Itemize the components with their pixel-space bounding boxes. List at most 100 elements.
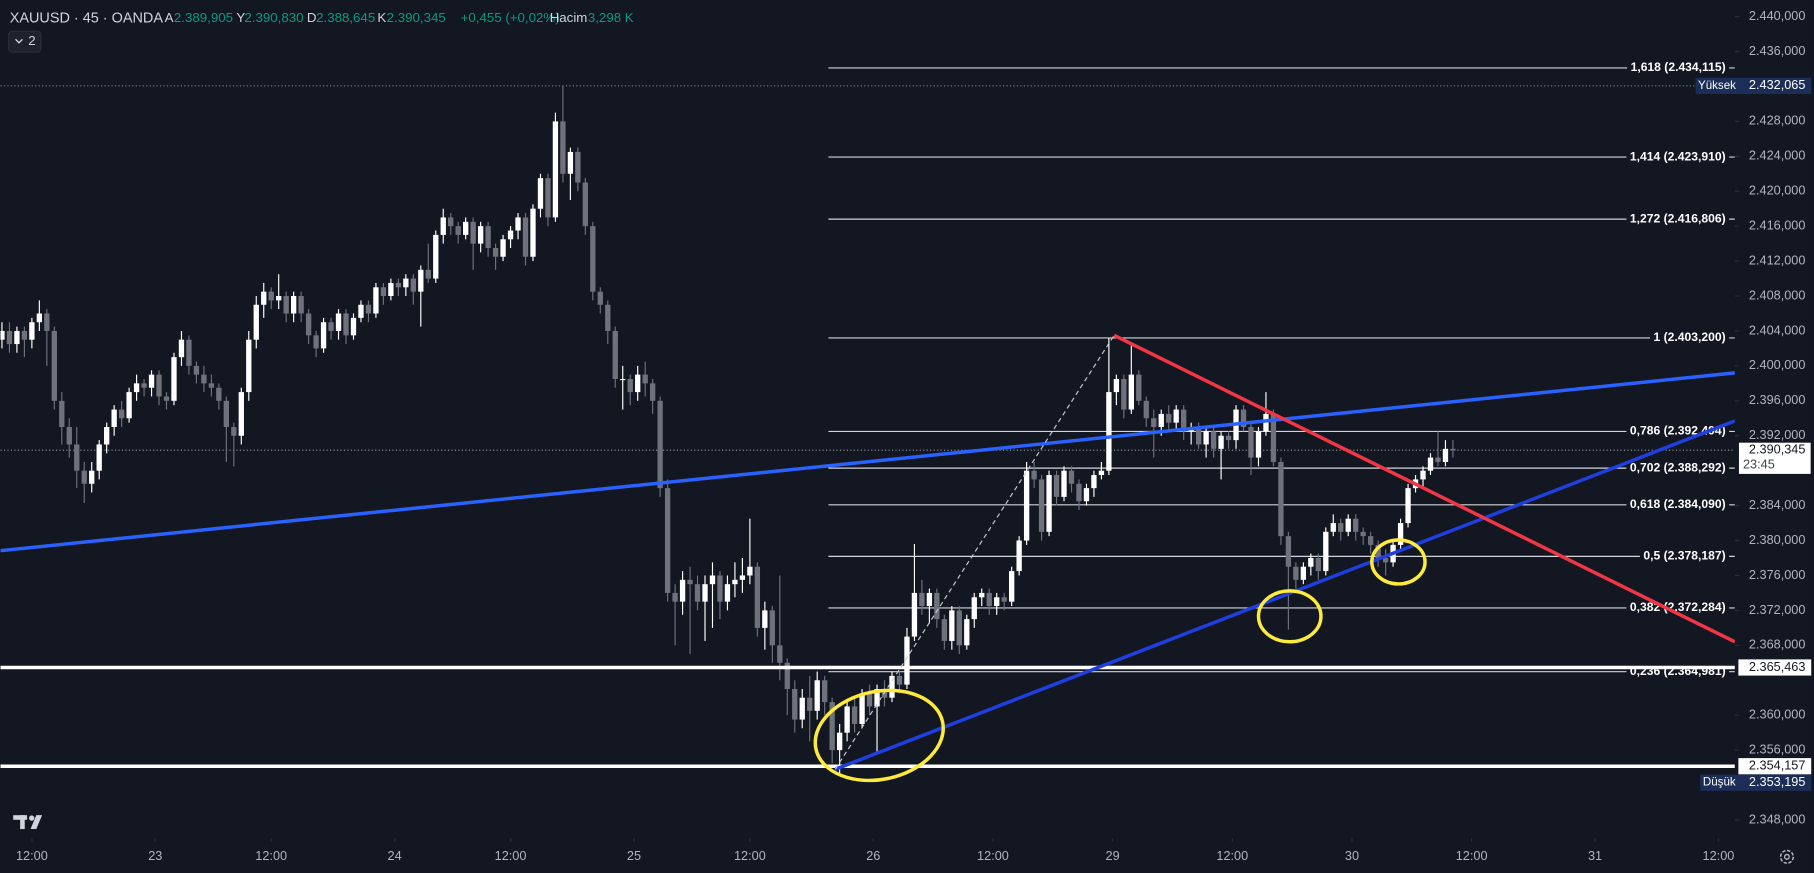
candle-body [896,675,903,685]
candle-body [1151,418,1157,428]
candle-body [836,732,843,751]
candle-body [477,226,484,244]
y-tick-label: 2.392,000 [1749,427,1806,442]
candle-body [1368,536,1374,545]
candle-body [59,400,65,428]
fib-label: 0,618 (2.384,090) [1630,497,1726,511]
candle-body [201,374,207,384]
candle-body [866,693,873,707]
y-tick-label: 2.360,000 [1749,707,1806,722]
highlight-circle [1256,589,1323,644]
candle-body [1106,392,1112,471]
candle-body [313,335,319,349]
candle-body [657,400,663,489]
candle-body [635,374,641,393]
candle-body [335,313,342,331]
x-tick-label: 23 [148,848,162,863]
candle-body [859,693,865,724]
candle-body [1023,470,1030,541]
time-axis [0,838,1735,873]
y-tick-label: 2.380,000 [1749,532,1806,547]
x-tick-label: 12:00 [495,848,527,863]
back-layer [0,67,1735,673]
y-tick-label: 2.416,000 [1749,218,1806,233]
candle-body [605,304,611,331]
candle-body [1323,531,1329,572]
close-label: K [377,10,386,25]
volume-label: Hacim [550,10,588,25]
candle-body [590,226,596,292]
candle-body [1068,470,1075,484]
candle-body [133,383,140,393]
candle-body [395,282,402,288]
candle-body [463,221,469,235]
candle-body [455,226,461,235]
trendline [834,419,1735,771]
candle-body [575,151,581,183]
candle-body [283,296,289,314]
highlight-circle [813,688,945,783]
gear[interactable] [1779,849,1795,864]
last-label: 2.390,345 [1749,442,1806,457]
candle-body [6,330,13,345]
candle-body [36,313,43,323]
candle-body [829,702,835,751]
indicator-count: 2 [28,33,35,48]
candle-body [231,427,237,436]
candle-body [1442,448,1449,462]
low-name: Düşük [1703,777,1736,789]
candle-body [1046,475,1052,532]
fib-label: 1,272 (2.416,806) [1630,211,1726,225]
candle-body [687,579,693,585]
open-label: A [165,10,174,25]
fib-label-bg [1626,497,1730,512]
candle-body [971,597,977,620]
fib-label-bg [1626,149,1730,164]
candle-body [193,365,200,375]
candle-body [500,239,506,257]
y-tick-label: 2.384,000 [1749,497,1806,512]
x-tick-label: 12:00 [1216,848,1248,863]
chevron [15,38,23,44]
candle-body [1225,435,1232,441]
fib-label-bg [1626,460,1730,475]
candle-body [298,296,304,314]
candle-body [365,304,372,314]
candle-body [956,610,962,646]
candle-body [148,374,155,388]
candle-body [1405,488,1411,524]
high-tag [1738,77,1812,94]
candle-body [290,296,297,314]
candle-body [208,383,215,388]
candle-body [1353,518,1359,532]
symbol: XAUUSD · 45 · OANDA [10,10,164,26]
high: 2.390,830 [244,10,303,25]
x-tick-label: 12:00 [977,848,1009,863]
indicator-button[interactable] [7,30,42,53]
low: 2.388,645 [316,10,375,25]
candle-body [1158,413,1164,428]
change: +0,455 (+0,02%) [461,10,560,25]
candle-body [246,339,252,393]
settings-icon[interactable] [1779,849,1795,864]
candle-body [1278,461,1284,537]
candle-body [694,584,701,602]
low-label: 2.353,195 [1749,774,1806,789]
candle-body [1031,470,1037,480]
candle-body [964,619,970,646]
indicator-toggle[interactable]: 2 [7,30,42,53]
y-tick-label: 2.408,000 [1749,287,1806,302]
trendline [0,371,1735,553]
price-line-tag [1738,758,1812,775]
candle-body [507,230,514,240]
candle-body [118,409,125,419]
candle-body [156,374,162,397]
high-label: Y [236,10,245,25]
candle-body [822,680,828,703]
candle-body [1345,518,1351,532]
candle-body [1315,558,1321,572]
candle-body [1083,488,1090,502]
candle-body [448,217,454,227]
candle-body [253,304,259,340]
highlight-circles [813,538,1427,783]
